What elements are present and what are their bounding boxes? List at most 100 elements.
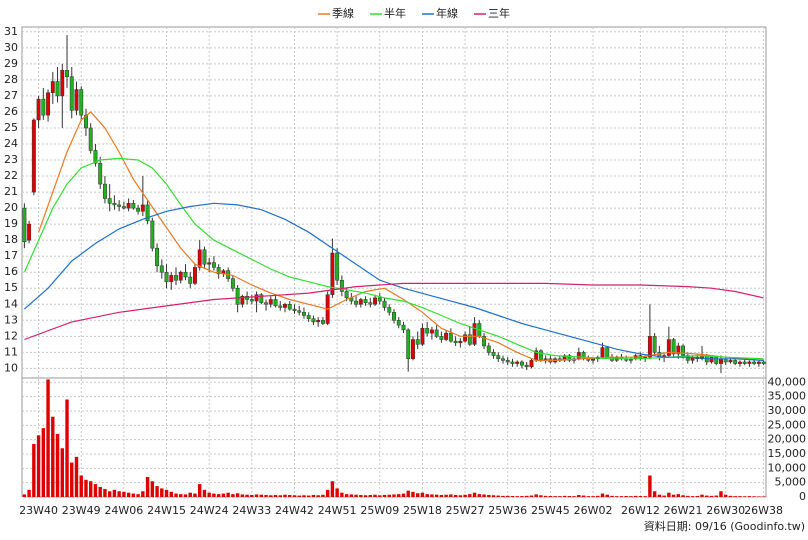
candle-body [183, 271, 188, 278]
candle-body [576, 352, 581, 360]
volume-bar [41, 428, 46, 497]
candle-body [363, 299, 368, 303]
volume-bar [112, 489, 117, 497]
volume-bar [482, 494, 486, 497]
candle-body [524, 364, 529, 368]
y-tick-label: 31 [4, 25, 18, 38]
candle-body [193, 267, 197, 284]
candle-body [410, 339, 415, 360]
volume-bar [463, 494, 467, 497]
candle-body [93, 150, 98, 164]
x-tick-label: 26W21 [664, 504, 703, 517]
volume-bar [577, 494, 581, 497]
y-tick-label: 12 [4, 329, 18, 342]
candle-body [169, 275, 174, 283]
candle-body [501, 358, 505, 361]
y-tick-label: 18 [4, 233, 18, 246]
x-tick-label: 23W49 [62, 504, 101, 517]
candle-body [188, 276, 193, 284]
volume-bar [321, 494, 325, 497]
volume-bar [70, 462, 74, 497]
candle-body [178, 271, 183, 281]
x-tick-label: 24W51 [318, 504, 357, 517]
candle-body [254, 294, 259, 302]
candle-body [278, 305, 283, 308]
volume-bar [539, 495, 543, 497]
volume-bar [553, 496, 557, 497]
y-tick-label: 14 [4, 297, 18, 310]
volume-bar [264, 494, 268, 497]
candle-body [202, 249, 207, 265]
volume-bar [216, 494, 221, 497]
candle-body [406, 329, 411, 360]
candle-body [36, 98, 41, 121]
y-tick-label: 13 [4, 313, 18, 326]
candle-body [733, 360, 738, 364]
volume-bar [36, 435, 41, 497]
volume-bar [231, 494, 235, 497]
y-tick-label: 22 [4, 169, 18, 182]
volume-bar [415, 493, 420, 497]
volume-bar [325, 489, 330, 497]
candle-body [297, 310, 302, 313]
volume-bar [524, 495, 529, 497]
volume-bar [724, 494, 728, 497]
volume-bar [747, 496, 752, 497]
candle-body [316, 320, 321, 323]
candle-body [761, 361, 766, 364]
volume-bar [306, 495, 311, 497]
volume-bar [32, 443, 36, 497]
candle-body [434, 329, 439, 337]
volume-bar [117, 491, 121, 497]
volume-bar [700, 494, 704, 497]
candle-body [320, 320, 325, 324]
volume-bar [487, 494, 491, 497]
candle-body [709, 356, 714, 363]
volume-bar [657, 494, 662, 497]
volume-bar [406, 490, 410, 497]
volume-bar [534, 494, 538, 497]
candle-body [98, 162, 103, 185]
volume-bar [212, 493, 216, 497]
volume-panel [21, 377, 767, 498]
candle-body [382, 300, 387, 308]
volume-bar [558, 496, 562, 497]
marks-layer [22, 35, 766, 497]
y2-tick-label: 35,000 [768, 390, 807, 403]
candle-body [287, 304, 292, 310]
volume-bar [477, 494, 482, 497]
candle-body [27, 223, 32, 241]
candle-body [567, 355, 572, 361]
volume-bar [742, 496, 747, 497]
volume-bar [472, 492, 477, 497]
volume-bar [198, 484, 202, 497]
y2-tick-label: 15,000 [768, 447, 807, 460]
volume-bar [572, 496, 576, 497]
volume-bar [250, 494, 254, 497]
volume-bar [179, 494, 183, 497]
candle-body [50, 81, 55, 93]
x-tick-label: 26W12 [621, 504, 660, 517]
candle-body [140, 204, 145, 212]
volume-bar [226, 492, 230, 497]
candle-body [505, 360, 510, 363]
volume-bar [164, 489, 169, 497]
volume-bar [430, 494, 434, 497]
volume-bar [150, 481, 155, 497]
volume-bar [643, 496, 647, 497]
candle-body [31, 119, 36, 193]
x-tick-label: 26W30 [706, 504, 745, 517]
candle-body [519, 361, 524, 366]
y2-tick-label: 5,000 [775, 476, 807, 489]
volume-bar [529, 495, 534, 497]
candle-body [377, 297, 382, 302]
y2-tick-label: 0 [799, 490, 806, 503]
x-tick-label: 24W42 [275, 504, 314, 517]
volume-bar [160, 488, 164, 497]
volume-bar [207, 492, 211, 497]
volume-bar [510, 495, 515, 497]
candle-body [22, 207, 27, 243]
volume-bar [373, 494, 377, 497]
volume-bar [686, 495, 690, 497]
volume-bar [425, 494, 429, 497]
